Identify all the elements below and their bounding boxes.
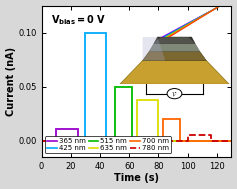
Y-axis label: Current (nA): Current (nA) <box>5 47 16 116</box>
Text: $\mathbf{V_{bias} = 0\ V}$: $\mathbf{V_{bias} = 0\ V}$ <box>51 13 106 27</box>
X-axis label: Time (s): Time (s) <box>114 174 159 184</box>
Legend: 365 nm, 425 nm, 515 nm, 635 nm, 700 nm, 780 nm: 365 nm, 425 nm, 515 nm, 635 nm, 700 nm, … <box>45 136 171 153</box>
